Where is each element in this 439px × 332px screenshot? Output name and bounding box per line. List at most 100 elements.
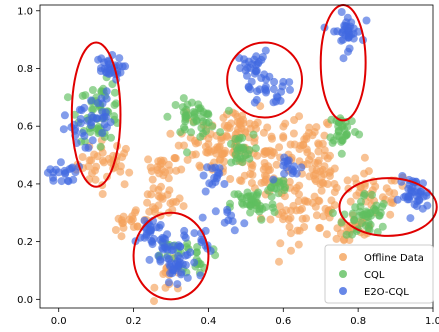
data-point	[116, 167, 125, 176]
data-point	[198, 213, 207, 222]
data-point	[275, 143, 284, 152]
data-point	[131, 208, 139, 217]
data-point	[155, 223, 164, 232]
data-point	[320, 162, 329, 171]
data-point	[159, 270, 168, 278]
data-point	[165, 186, 174, 195]
data-point	[340, 21, 349, 30]
data-point	[343, 176, 352, 185]
data-point	[154, 252, 163, 260]
data-point	[60, 166, 69, 175]
data-point	[305, 128, 313, 137]
data-point	[410, 187, 419, 196]
data-point	[164, 160, 173, 169]
data-point	[337, 149, 346, 158]
data-point	[329, 136, 338, 145]
data-point	[279, 215, 287, 224]
data-point	[294, 240, 303, 249]
data-point	[100, 113, 108, 122]
data-point	[250, 98, 259, 107]
data-point	[142, 230, 151, 239]
data-point	[279, 132, 288, 141]
data-point	[299, 140, 308, 149]
data-point	[393, 195, 402, 204]
data-point	[314, 147, 323, 156]
data-point	[323, 154, 332, 163]
data-point	[188, 98, 196, 107]
data-point	[117, 232, 126, 241]
data-point	[201, 187, 210, 196]
data-point	[287, 246, 295, 255]
data-point	[275, 257, 283, 266]
data-point	[91, 175, 100, 184]
data-point	[49, 173, 57, 182]
data-point	[249, 130, 258, 139]
data-point	[267, 132, 276, 141]
data-point	[246, 170, 255, 178]
data-point	[177, 165, 186, 174]
data-point	[361, 212, 370, 221]
data-point	[116, 68, 125, 77]
data-point	[96, 142, 105, 151]
data-point	[154, 192, 163, 201]
data-point	[266, 215, 275, 224]
data-point	[318, 139, 327, 148]
data-point	[144, 155, 153, 164]
data-point	[287, 206, 295, 215]
data-point	[310, 192, 319, 201]
data-point	[204, 110, 213, 119]
data-point	[418, 204, 427, 213]
data-point	[289, 129, 298, 138]
data-point	[230, 190, 239, 199]
data-point	[246, 208, 255, 217]
data-point	[110, 88, 119, 97]
y-tick-label: 0.2	[17, 237, 33, 248]
data-point	[272, 160, 281, 169]
data-point	[254, 188, 263, 197]
data-point	[356, 202, 365, 211]
data-point	[173, 280, 182, 289]
data-point	[100, 64, 109, 73]
data-point	[378, 222, 387, 231]
data-point	[289, 167, 298, 176]
data-point	[362, 16, 371, 25]
data-point	[176, 128, 185, 137]
data-point	[350, 216, 359, 225]
data-point	[183, 155, 192, 164]
data-point	[121, 62, 130, 71]
data-point	[270, 77, 279, 86]
data-point	[190, 109, 199, 117]
data-point	[311, 202, 320, 211]
data-point	[303, 197, 312, 206]
data-point	[183, 273, 192, 282]
data-point	[296, 206, 305, 215]
data-point	[330, 164, 339, 173]
data-point	[87, 96, 96, 105]
data-point	[332, 183, 341, 192]
data-point	[98, 190, 107, 198]
data-point	[269, 98, 278, 107]
data-point	[348, 209, 357, 218]
data-point	[87, 121, 95, 130]
data-point	[230, 226, 239, 235]
data-point	[386, 210, 395, 219]
y-tick-label: 0.8	[17, 64, 33, 75]
data-point	[98, 129, 107, 137]
data-point	[88, 105, 96, 114]
data-point	[196, 132, 205, 141]
points-layer	[43, 8, 432, 306]
data-point	[298, 214, 307, 223]
data-point	[166, 129, 175, 138]
data-point	[286, 214, 295, 222]
data-point	[248, 161, 257, 170]
data-point	[148, 175, 157, 184]
data-point	[59, 125, 68, 134]
data-point	[260, 159, 269, 167]
data-point	[171, 101, 180, 109]
data-point	[224, 121, 233, 130]
data-point	[174, 252, 183, 260]
data-point	[196, 271, 205, 280]
data-point	[231, 134, 240, 143]
data-point	[251, 144, 260, 153]
data-point	[283, 159, 292, 168]
